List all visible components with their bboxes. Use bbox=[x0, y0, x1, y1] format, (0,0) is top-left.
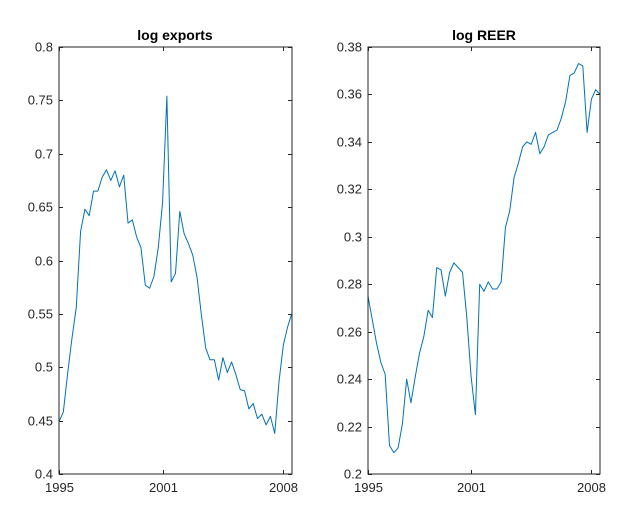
axes-box bbox=[58, 46, 293, 475]
x-tick-label: 2001 bbox=[457, 480, 486, 495]
y-tick-label: 0.5 bbox=[35, 360, 53, 375]
y-tick-label: 0.7 bbox=[35, 147, 53, 162]
chart-title: log REER bbox=[452, 27, 516, 43]
x-axis-ticks: 1995 2001 2008 bbox=[45, 47, 298, 495]
series-line-log-reer bbox=[367, 63, 601, 454]
y-tick-label: 0.2 bbox=[344, 467, 362, 482]
y-tick-label: 0.32 bbox=[337, 182, 362, 197]
y-tick-label: 0.28 bbox=[337, 277, 362, 292]
y-tick-label: 0.65 bbox=[28, 200, 53, 215]
chart-title: log exports bbox=[137, 27, 213, 43]
y-axis-ticks: 0.4 0.45 0.5 0.55 0.6 0.65 0.7 0.75 0.8 bbox=[28, 40, 292, 482]
x-tick-label: 2008 bbox=[269, 480, 298, 495]
y-tick-label: 0.36 bbox=[337, 87, 362, 102]
y-tick-label: 0.6 bbox=[35, 254, 53, 269]
subplot-log-reer: log REER 0.20.220.240.260.280.30.320.340… bbox=[337, 27, 606, 495]
series-line-log-exports bbox=[58, 95, 293, 434]
axes-box bbox=[367, 46, 601, 475]
y-tick-label: 0.75 bbox=[28, 93, 53, 108]
y-tick-label: 0.34 bbox=[337, 135, 362, 150]
y-tick-label: 0.3 bbox=[344, 230, 362, 245]
x-tick-label: 2001 bbox=[149, 480, 178, 495]
y-tick-label: 0.45 bbox=[28, 414, 53, 429]
y-tick-label: 0.24 bbox=[337, 372, 362, 387]
y-tick-label: 0.55 bbox=[28, 307, 53, 322]
y-tick-label: 0.26 bbox=[337, 325, 362, 340]
x-tick-label: 2008 bbox=[577, 480, 606, 495]
y-axis-ticks: 0.2 0.22 0.24 0.26 0.28 0.3 0.32 0.34 0.36 0.38 bbox=[337, 40, 600, 482]
y-tick-label: 0.4 bbox=[35, 467, 53, 482]
x-axis-ticks: 1995 2001 2008 bbox=[354, 47, 606, 495]
x-tick-label: 1995 bbox=[354, 480, 383, 495]
y-tick-label: 0.8 bbox=[35, 40, 53, 55]
x-tick-label: 1995 bbox=[45, 480, 74, 495]
y-tick-label: 0.38 bbox=[337, 40, 362, 55]
y-tick-label: 0.22 bbox=[337, 420, 362, 435]
subplot-log-exports: log exports 0.4 0.45 0.5 0.55 0.6 0.65 0.7 0.75… bbox=[28, 27, 298, 495]
